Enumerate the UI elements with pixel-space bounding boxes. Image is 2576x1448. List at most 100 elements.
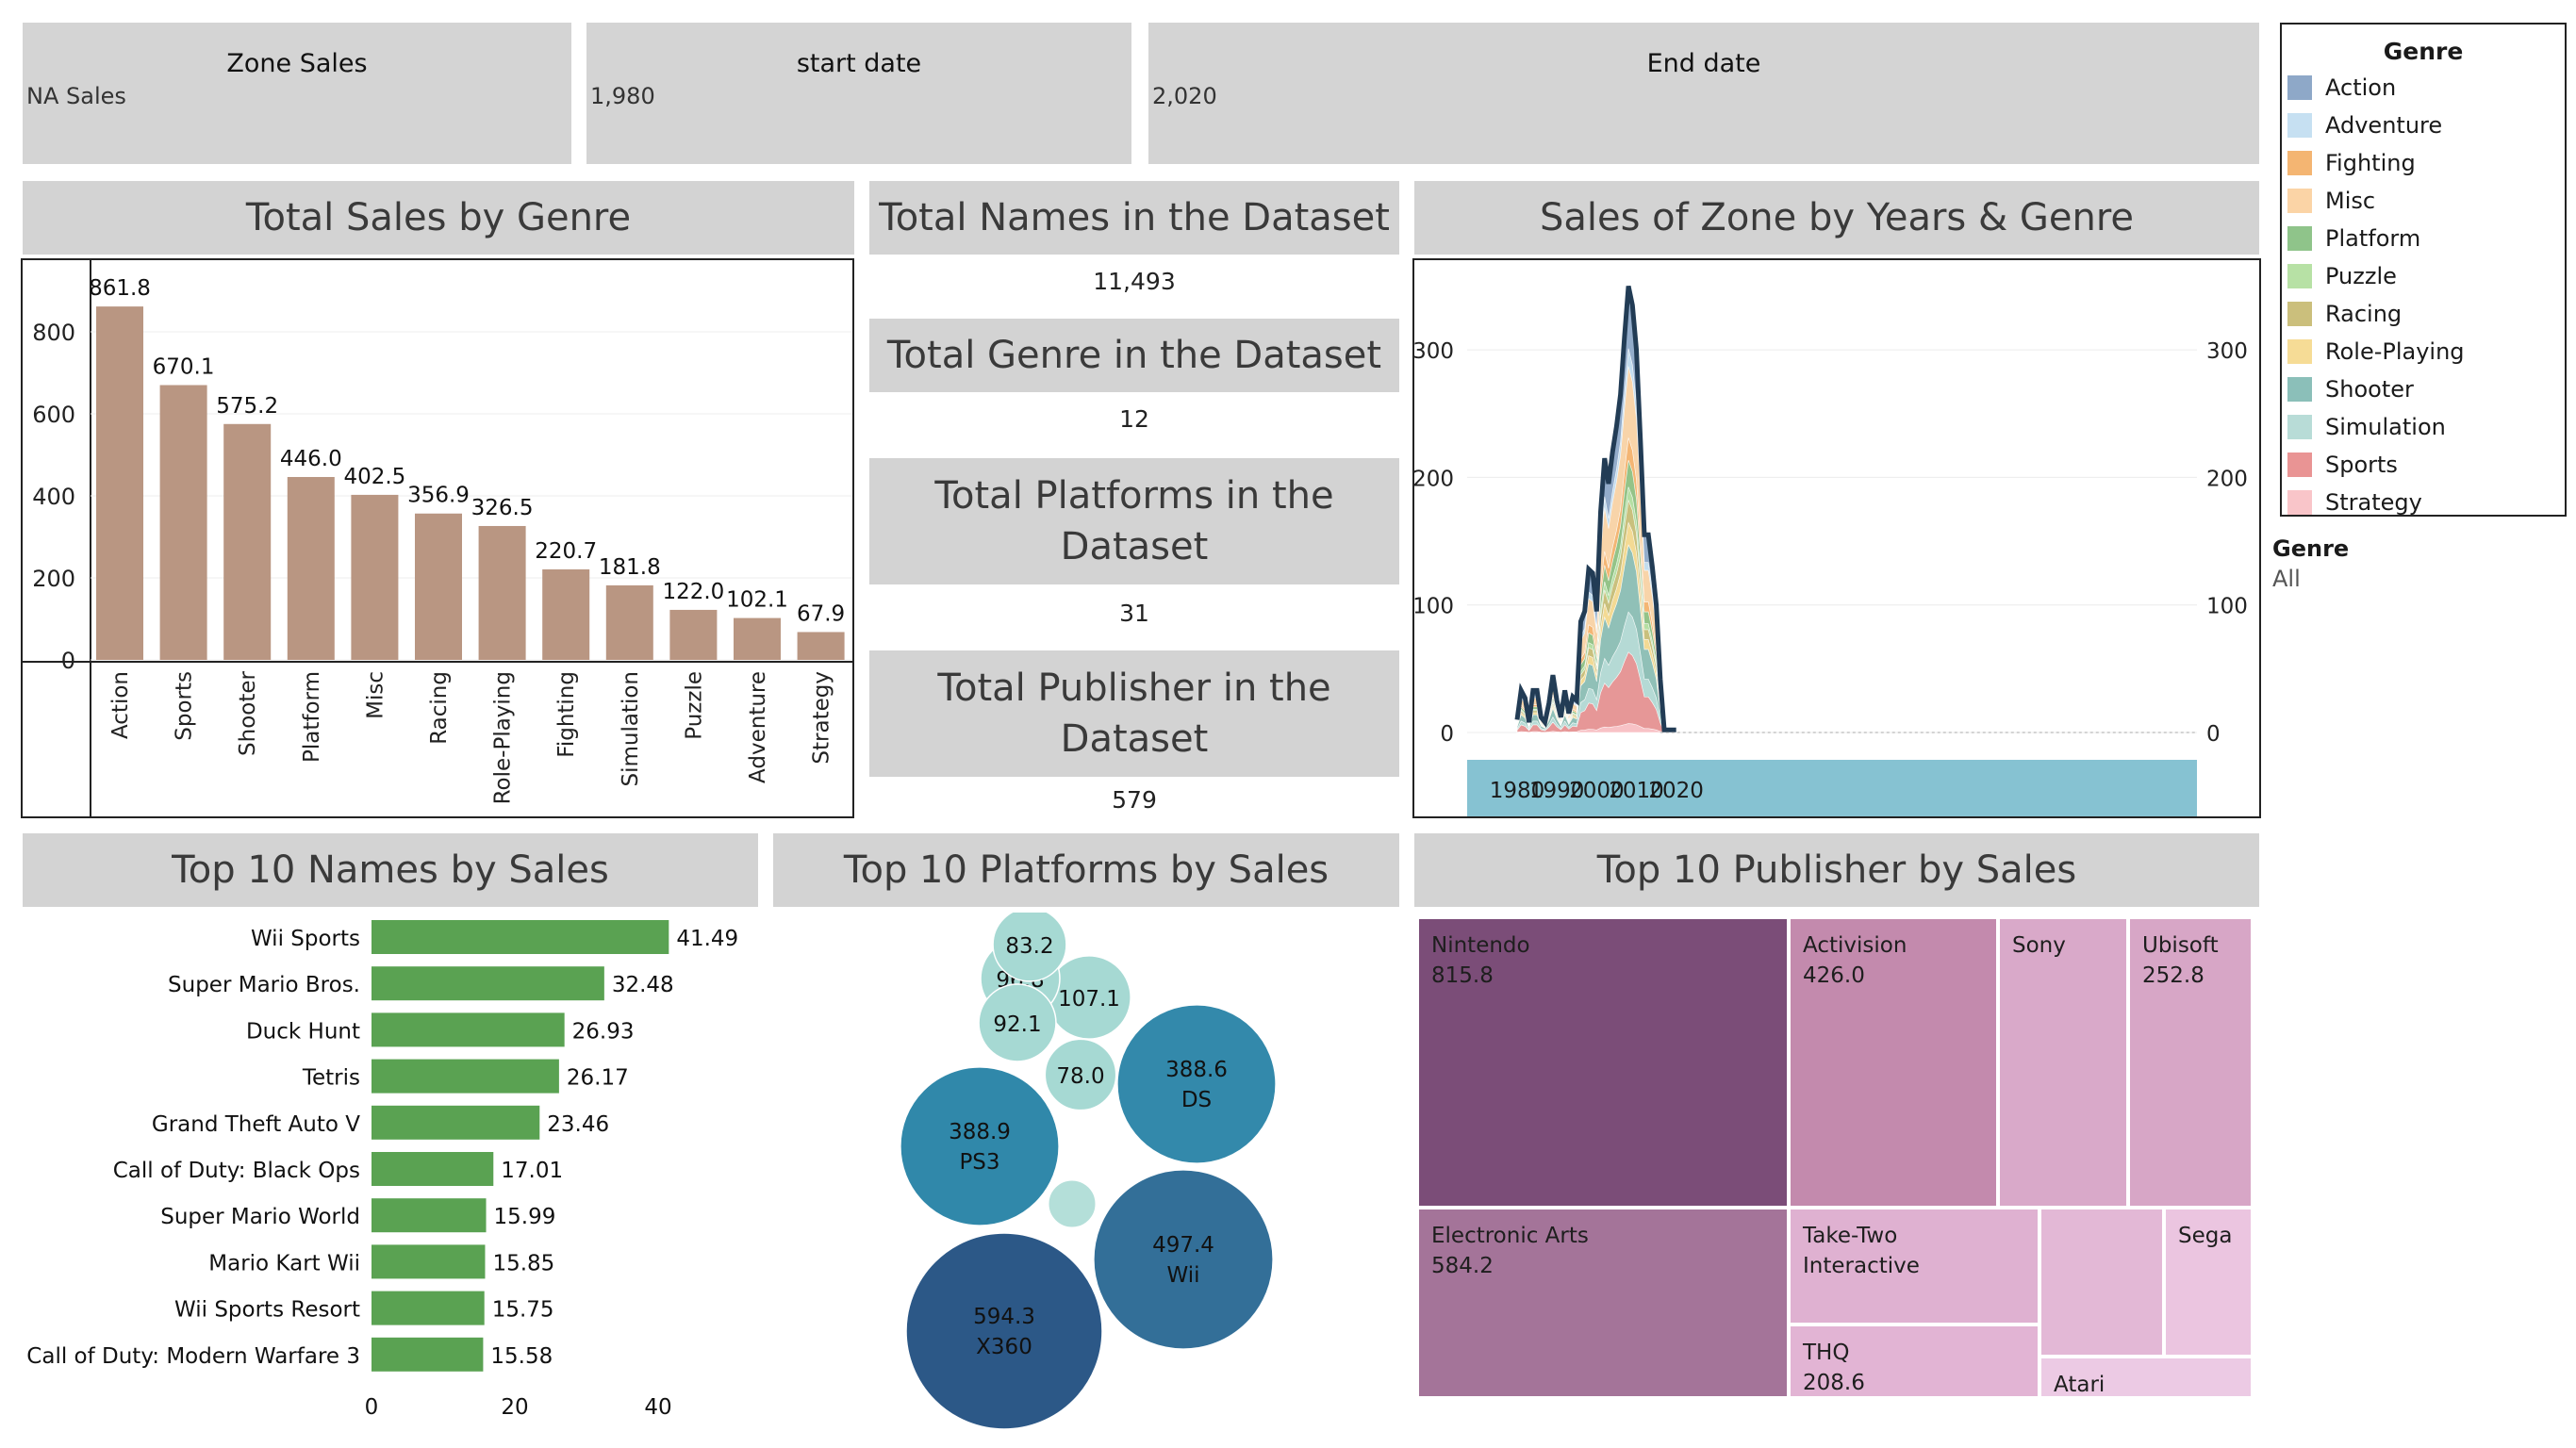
- top-names-bar-chart: Wii Sports 41.49 Super Mario Bros. 32.48 Duc…: [26, 920, 738, 1420]
- legend-swatch: [2287, 339, 2312, 364]
- legend-label: Shooter: [2325, 376, 2414, 403]
- legend-swatch: [2287, 490, 2312, 515]
- legend-item-simulation[interactable]: Simulation: [2287, 413, 2446, 441]
- kpi-total-platforms: 31: [1119, 600, 1149, 627]
- treemap-label: Ubisoft: [2142, 933, 2219, 958]
- bubble-platform-label: X360: [976, 1335, 1032, 1359]
- area-layer[interactable]: [1516, 723, 1676, 733]
- treemap-cell[interactable]: [1418, 1208, 1789, 1398]
- legend-item-fighting[interactable]: Fighting: [2287, 149, 2416, 177]
- zone-sales-filter[interactable]: Zone Sales NA Sales: [23, 23, 571, 164]
- bubble-platform-label: DS: [1181, 1088, 1212, 1112]
- bar[interactable]: [223, 423, 272, 660]
- area-layer[interactable]: [1516, 651, 1676, 733]
- y-tick-label-right: 300: [2206, 339, 2248, 364]
- bar[interactable]: [159, 385, 207, 660]
- y-category-label: Call of Duty: Modern Warfare 3: [26, 1344, 360, 1369]
- legend-item-misc[interactable]: Misc: [2287, 187, 2375, 215]
- bar[interactable]: [415, 513, 462, 660]
- bar[interactable]: [287, 476, 335, 660]
- x-tick-label: 1980: [1490, 779, 1545, 803]
- legend-item-action[interactable]: Action: [2287, 74, 2396, 102]
- bar[interactable]: [542, 568, 590, 660]
- bar[interactable]: [605, 584, 653, 660]
- treemap-cell[interactable]: [2164, 1208, 2252, 1357]
- bar[interactable]: [372, 1291, 485, 1325]
- legend-item-adventure[interactable]: Adventure: [2287, 111, 2442, 140]
- bar-value-label: 26.93: [572, 1019, 635, 1044]
- legend-item-sports[interactable]: Sports: [2287, 451, 2398, 479]
- y-tick-label: 0: [61, 648, 75, 674]
- header-sales-by-years-genre: Sales of Zone by Years & Genre: [1414, 181, 2259, 255]
- bar[interactable]: [478, 525, 526, 660]
- x-tick-label: Racing: [427, 671, 452, 745]
- end-date-filter[interactable]: End date 2,020: [1148, 23, 2259, 164]
- bubble[interactable]: [992, 913, 1067, 982]
- treemap-cell[interactable]: [1418, 918, 1789, 1208]
- legend-item-platform[interactable]: Platform: [2287, 224, 2420, 253]
- legend-item-strategy[interactable]: Strategy: [2287, 488, 2422, 517]
- y-tick-label-right: 100: [2206, 595, 2248, 619]
- genre-filter-value[interactable]: All: [2272, 566, 2301, 592]
- zone-sales-filter-title: Zone Sales: [226, 49, 368, 78]
- header-total-publisher: Total Publisher in the Dataset: [869, 650, 1399, 777]
- bubble[interactable]: [978, 983, 1057, 1062]
- treemap-cell[interactable]: [2039, 1208, 2164, 1357]
- x-tick-label: Adventure: [746, 671, 770, 783]
- bubble[interactable]: [1044, 1038, 1117, 1111]
- bar[interactable]: [372, 1105, 540, 1140]
- treemap-value-label: 584.2: [1431, 1254, 1494, 1278]
- treemap-cell[interactable]: [1789, 1208, 2039, 1325]
- legend-label: Misc: [2325, 188, 2376, 214]
- treemap-cell[interactable]: [2128, 918, 2252, 1208]
- bubble[interactable]: [1048, 1179, 1097, 1228]
- bar[interactable]: [372, 1012, 565, 1047]
- start-date-filter[interactable]: start date 1,980: [586, 23, 1131, 164]
- treemap-cell[interactable]: [1789, 918, 1998, 1208]
- bar[interactable]: [797, 632, 845, 660]
- bar-value-label: 220.7: [535, 539, 597, 564]
- legend-label: Action: [2325, 74, 2397, 101]
- bar-value-label: 15.85: [492, 1251, 554, 1275]
- zone-sales-filter-value[interactable]: NA Sales: [26, 83, 126, 109]
- treemap-cell[interactable]: [1998, 918, 2128, 1208]
- legend-swatch: [2287, 302, 2312, 326]
- bar[interactable]: [372, 1337, 484, 1372]
- genre-filter[interactable]: Genre All: [2272, 535, 2555, 601]
- bubble[interactable]: [900, 1066, 1060, 1226]
- bubble[interactable]: [1093, 1169, 1274, 1350]
- legend-swatch: [2287, 113, 2312, 138]
- bar[interactable]: [669, 609, 718, 660]
- x-tick-label: 2010: [1609, 779, 1664, 803]
- end-date-filter-value[interactable]: 2,020: [1152, 83, 1217, 109]
- bubble-value-label: 92.1: [993, 1012, 1041, 1037]
- total-line: [1514, 285, 1676, 732]
- legend-item-shooter[interactable]: Shooter: [2287, 375, 2414, 403]
- bar[interactable]: [96, 306, 143, 660]
- bubble[interactable]: [905, 1232, 1103, 1430]
- treemap-label: Nintendo: [1431, 933, 1530, 958]
- legend-swatch: [2287, 415, 2312, 439]
- bar-value-label: 23.46: [547, 1112, 609, 1137]
- bar[interactable]: [372, 1059, 559, 1094]
- bar-value-label: 670.1: [153, 355, 215, 380]
- legend-item-puzzle[interactable]: Puzzle: [2287, 262, 2397, 290]
- bar[interactable]: [372, 1244, 486, 1279]
- bar[interactable]: [734, 617, 781, 660]
- bar[interactable]: [372, 966, 604, 1001]
- start-date-filter-value[interactable]: 1,980: [590, 83, 655, 109]
- legend-label: Puzzle: [2325, 263, 2397, 289]
- bar[interactable]: [372, 1152, 494, 1186]
- bar[interactable]: [351, 494, 399, 660]
- x-tick-label: 0: [365, 1395, 379, 1420]
- treemap-cell[interactable]: [1789, 1325, 2039, 1398]
- x-tick-label: 2000: [1569, 779, 1625, 803]
- bubble[interactable]: [1116, 1004, 1277, 1164]
- bar[interactable]: [372, 920, 669, 954]
- treemap-cell[interactable]: [2039, 1357, 2252, 1398]
- legend-label: Sports: [2325, 452, 2398, 478]
- legend-swatch: [2287, 452, 2312, 477]
- legend-item-racing[interactable]: Racing: [2287, 300, 2402, 328]
- bar[interactable]: [372, 1198, 487, 1233]
- legend-item-role-playing[interactable]: Role-Playing: [2287, 337, 2465, 366]
